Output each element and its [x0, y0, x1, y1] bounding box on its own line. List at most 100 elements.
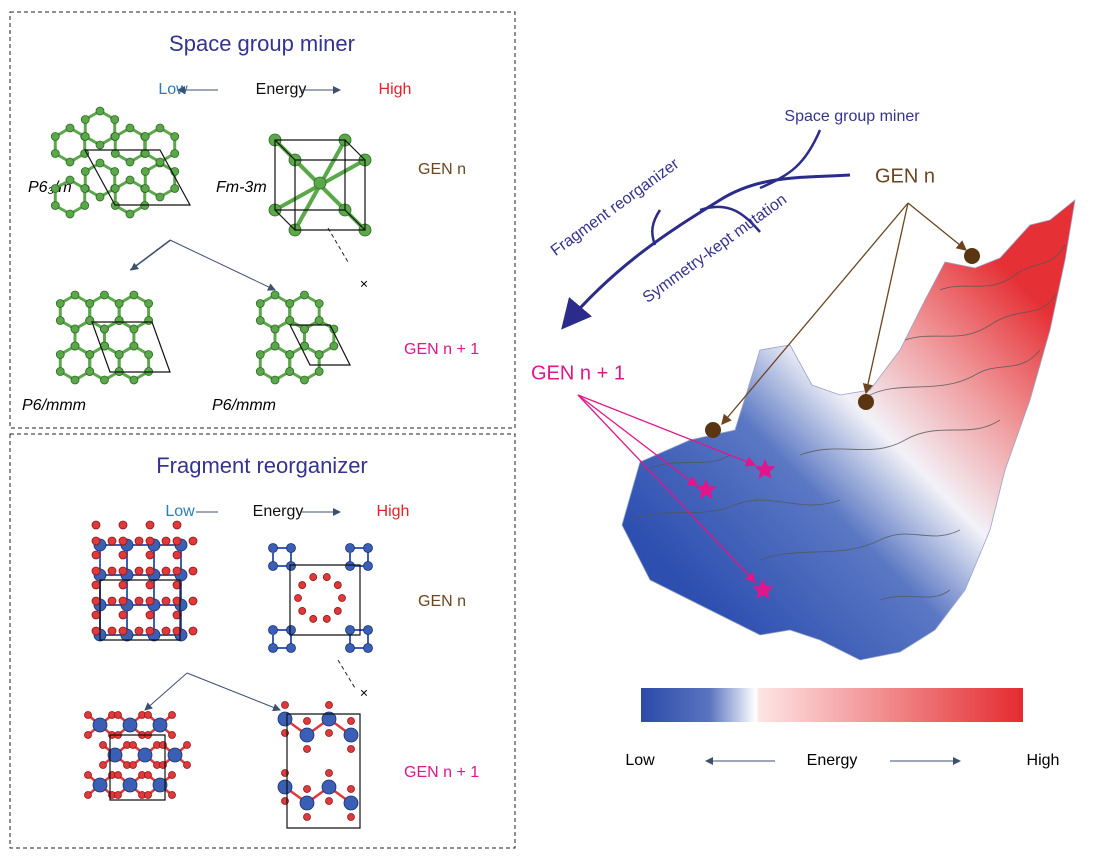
atom	[255, 316, 265, 325]
atom	[281, 701, 289, 709]
dashed-path	[337, 659, 356, 689]
unit-cell	[286, 713, 361, 829]
atom	[70, 341, 80, 351]
atom	[145, 580, 155, 590]
atom	[286, 625, 296, 635]
atom	[188, 566, 198, 576]
atom	[161, 566, 171, 576]
atom	[314, 350, 324, 359]
atom	[50, 149, 60, 158]
atom	[50, 132, 60, 141]
atom	[140, 167, 150, 176]
atom	[183, 741, 191, 749]
atom	[145, 520, 155, 530]
atom	[107, 596, 117, 606]
atom	[95, 140, 105, 150]
atom	[314, 299, 324, 308]
atom	[140, 184, 150, 193]
atom	[140, 132, 150, 141]
gen-n-point	[705, 422, 721, 438]
atom	[110, 184, 120, 193]
search-branch	[759, 129, 822, 190]
atom	[91, 626, 101, 636]
atom	[322, 615, 331, 623]
atom	[303, 745, 311, 753]
energy-low: Low	[165, 503, 195, 520]
atom	[118, 550, 128, 560]
atom	[84, 771, 92, 779]
atom	[270, 290, 280, 300]
atom	[255, 350, 265, 359]
atom	[300, 324, 309, 334]
atom	[145, 566, 155, 576]
gen-n1-point	[754, 459, 776, 479]
atom	[129, 741, 137, 749]
bond	[344, 139, 366, 161]
branch-label: Fragment reorganizer	[548, 155, 683, 260]
atom	[84, 711, 92, 719]
atom	[118, 596, 128, 606]
atom	[145, 550, 155, 560]
atom	[55, 316, 65, 325]
atom	[322, 573, 331, 581]
atom	[114, 350, 124, 359]
atom	[99, 761, 107, 769]
atom	[170, 184, 180, 193]
atom	[140, 149, 150, 158]
atom	[255, 299, 265, 308]
atom	[303, 717, 311, 725]
atom	[300, 375, 309, 385]
atom	[314, 367, 324, 376]
arrow	[186, 672, 281, 712]
panel-frame	[9, 11, 516, 429]
unit-cell	[91, 321, 171, 373]
atom	[70, 375, 80, 385]
atom	[168, 731, 176, 739]
atom	[118, 610, 128, 620]
atom	[65, 175, 75, 185]
unit-cell	[83, 149, 192, 206]
atom	[129, 761, 137, 769]
atom	[152, 777, 168, 793]
atom	[91, 550, 101, 560]
atom	[343, 727, 359, 743]
colorbar	[641, 688, 1023, 722]
atom	[268, 643, 278, 653]
unit-cell	[109, 734, 166, 801]
atom	[314, 316, 324, 325]
atom	[188, 626, 198, 636]
atom	[347, 745, 355, 753]
energy-label: Energy	[253, 503, 304, 520]
atom	[144, 711, 152, 719]
atom	[172, 610, 182, 620]
atom	[170, 149, 180, 158]
space-group-label: P6/mmm	[212, 397, 276, 414]
atom	[285, 316, 295, 325]
panel-title: Fragment reorganizer	[156, 453, 368, 478]
contour-lines	[629, 244, 1066, 601]
atom	[100, 324, 109, 334]
atom	[125, 175, 135, 185]
atom	[80, 184, 90, 193]
atom	[110, 167, 120, 176]
atom	[172, 580, 182, 590]
atom	[107, 747, 123, 763]
generation-label: GEN n	[418, 161, 466, 178]
atom	[55, 350, 65, 359]
atom	[134, 536, 144, 546]
atom	[144, 316, 154, 325]
atom	[347, 785, 355, 793]
atom	[95, 158, 105, 168]
atom	[321, 711, 337, 727]
atom	[110, 115, 120, 124]
atom	[363, 543, 373, 553]
atom	[277, 711, 293, 727]
atom	[114, 316, 124, 325]
atom	[270, 341, 280, 351]
atom	[152, 717, 168, 733]
bond	[344, 209, 366, 231]
energy-label: Energy	[256, 81, 307, 98]
atom	[114, 299, 124, 308]
atom	[91, 536, 101, 546]
atom	[299, 795, 315, 811]
